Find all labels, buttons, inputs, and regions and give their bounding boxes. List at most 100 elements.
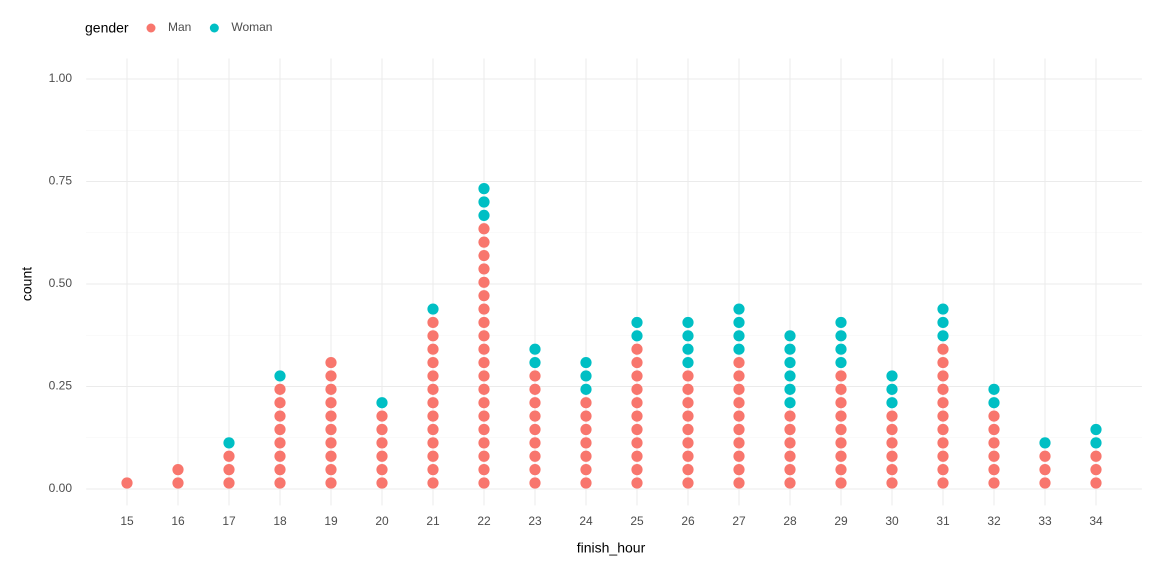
dot xyxy=(529,437,541,449)
dot xyxy=(784,477,796,489)
x-tick-label: 18 xyxy=(273,514,287,528)
dot xyxy=(733,437,745,449)
dot xyxy=(835,423,847,436)
dot xyxy=(784,397,796,409)
dot xyxy=(478,249,490,262)
x-tick-label: 34 xyxy=(1089,514,1103,528)
dot xyxy=(478,209,490,221)
dot xyxy=(427,464,439,476)
y-tick-label: 0.25 xyxy=(49,379,73,393)
dot xyxy=(937,356,949,369)
dot xyxy=(835,383,847,395)
dot xyxy=(427,330,439,342)
dot xyxy=(937,450,949,462)
dot xyxy=(376,477,388,489)
dot xyxy=(631,450,643,462)
dot xyxy=(478,437,490,449)
dot xyxy=(427,316,439,329)
dot xyxy=(580,437,592,449)
dot xyxy=(529,383,541,395)
dot xyxy=(274,423,286,436)
dot xyxy=(325,450,337,462)
dot xyxy=(529,370,541,382)
dot xyxy=(274,450,286,462)
dot xyxy=(886,370,898,382)
dot xyxy=(427,383,439,395)
dot xyxy=(835,450,847,462)
dot xyxy=(682,343,694,355)
dot xyxy=(937,477,949,489)
dot xyxy=(631,383,643,395)
dot xyxy=(325,477,337,489)
x-tick-label: 31 xyxy=(936,514,950,528)
dot xyxy=(172,464,184,476)
dot xyxy=(325,356,337,369)
dot xyxy=(631,316,643,329)
y-axis-title: count xyxy=(19,267,35,301)
dot xyxy=(835,316,847,329)
dot xyxy=(682,330,694,342)
dot xyxy=(988,477,1000,489)
dot xyxy=(682,410,694,422)
legend-title: gender xyxy=(85,20,129,36)
x-tick-label: 16 xyxy=(171,514,185,528)
dot xyxy=(631,423,643,436)
dot xyxy=(1090,450,1102,462)
dot xyxy=(580,410,592,422)
dot xyxy=(427,437,439,449)
dot xyxy=(988,383,1000,395)
dot xyxy=(580,397,592,409)
dot xyxy=(529,356,541,369)
dot xyxy=(886,450,898,462)
dot xyxy=(784,423,796,436)
x-tick-label: 22 xyxy=(477,514,491,528)
dot xyxy=(784,410,796,422)
dot xyxy=(886,464,898,476)
dot xyxy=(886,397,898,409)
dot xyxy=(478,477,490,489)
dot xyxy=(682,316,694,329)
x-tick-label: 25 xyxy=(630,514,644,528)
dot xyxy=(682,370,694,382)
dot xyxy=(223,477,235,489)
dot xyxy=(835,370,847,382)
dot xyxy=(223,437,235,449)
x-tick-label: 21 xyxy=(426,514,440,528)
dot xyxy=(937,437,949,449)
dot xyxy=(988,450,1000,462)
dot xyxy=(733,356,745,369)
dot xyxy=(937,410,949,422)
dot xyxy=(529,450,541,462)
dot xyxy=(376,464,388,476)
dot xyxy=(937,423,949,436)
dot xyxy=(478,356,490,369)
dot xyxy=(733,330,745,342)
dot xyxy=(988,423,1000,436)
dot xyxy=(784,330,796,342)
dot xyxy=(682,464,694,476)
dot xyxy=(529,397,541,409)
dot xyxy=(682,356,694,369)
dot xyxy=(682,423,694,436)
dot xyxy=(1090,423,1102,436)
dot xyxy=(580,477,592,489)
dot xyxy=(835,464,847,476)
x-tick-label: 32 xyxy=(987,514,1001,528)
x-tick-label: 24 xyxy=(579,514,593,528)
dot xyxy=(1039,477,1051,489)
dot xyxy=(784,343,796,355)
dot xyxy=(784,450,796,462)
y-tick-label: 1.00 xyxy=(49,71,73,85)
legend-marker xyxy=(209,23,219,33)
dot xyxy=(937,303,949,315)
dot xyxy=(529,343,541,355)
dot xyxy=(631,356,643,369)
legend-label: Man xyxy=(168,20,191,34)
dot xyxy=(223,450,235,462)
dot xyxy=(1090,477,1102,489)
dot xyxy=(529,477,541,489)
dot xyxy=(1090,464,1102,476)
dot xyxy=(733,343,745,355)
dot xyxy=(733,477,745,489)
